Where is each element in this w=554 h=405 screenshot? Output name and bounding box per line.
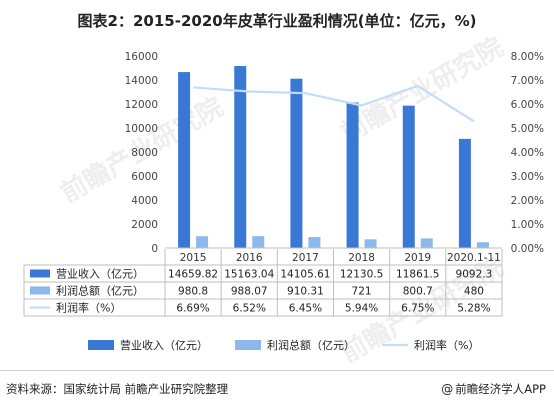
y-right-tick-label: 8.00%	[511, 51, 544, 63]
y-left-tick-label: 8000	[131, 147, 158, 159]
y-left-tick-label: 10000	[125, 123, 158, 135]
brand-name: 前瞻经济学人APP	[455, 382, 546, 396]
revenue-bar	[346, 102, 359, 249]
brand-credit: @ 前瞻经济学人APP	[441, 381, 546, 397]
revenue-bar	[234, 66, 247, 248]
y-right-tick-label: 7.00%	[511, 75, 544, 87]
table-legend-swatch	[30, 286, 50, 295]
profit-bar	[364, 239, 377, 248]
table-series-name: 利润率（%）	[56, 301, 121, 315]
y-right-tick-label: 2.00%	[511, 195, 544, 207]
table-cell-value: 988.07	[231, 286, 268, 298]
x-tick-label: 2018	[348, 252, 375, 264]
footer: 资料来源：国家统计局 前瞻产业研究院整理 @ 前瞻经济学人APP	[0, 370, 554, 405]
table-cell-value: 6.52%	[233, 303, 266, 315]
profit-rate-line	[193, 84, 475, 123]
table-cell-value: 980.8	[178, 286, 208, 298]
revenue-bar	[458, 138, 471, 248]
table-cell-value: 721	[352, 286, 372, 298]
table-cell-value: 9092.3	[456, 269, 493, 281]
table-series-name: 营业收入（亿元）	[56, 267, 144, 281]
y-right-tick-label: 1.00%	[511, 219, 544, 231]
x-tick-label: 2020.1-11	[447, 252, 501, 264]
legend-label: 利润总额（亿元）	[267, 338, 355, 352]
table-cell-value: 6.75%	[401, 303, 434, 315]
profit-bar	[252, 236, 265, 248]
y-left-tick-label: 16000	[125, 51, 158, 63]
revenue-bar	[402, 105, 415, 248]
table-cell-value: 6.69%	[176, 303, 209, 315]
revenue-bar	[178, 72, 191, 249]
table-cell-value: 6.45%	[289, 303, 322, 315]
revenue-bar	[290, 78, 303, 248]
table-cell-value: 800.7	[403, 286, 433, 298]
table-series-name: 利润总额（亿元）	[56, 284, 144, 298]
table-cell-value: 11861.5	[396, 269, 439, 281]
y-right-tick-label: 0.00%	[511, 243, 544, 255]
legend-label: 利润率（%）	[414, 338, 479, 352]
y-left-tick-label: 2000	[131, 219, 158, 231]
x-tick-label: 2016	[236, 252, 263, 264]
table-cell-value: 14659.82	[168, 269, 218, 281]
table-cell-value: 5.94%	[345, 303, 378, 315]
table-cell-value: 12130.5	[340, 269, 383, 281]
x-tick-label: 2015	[180, 252, 207, 264]
profit-bar	[476, 242, 489, 248]
y-right-tick-label: 4.00%	[511, 147, 544, 159]
table-legend-swatch	[30, 269, 50, 278]
chart-title: 图表2：2015-2020年皮革行业盈利情况(单位：亿元，%)	[77, 12, 477, 30]
y-left-tick-label: 6000	[131, 171, 158, 183]
y-right-tick-label: 3.00%	[511, 171, 544, 183]
y-left-tick-label: 14000	[125, 75, 158, 87]
y-left-tick-label: 4000	[131, 195, 158, 207]
table-cell-value: 910.31	[287, 286, 324, 298]
y-right-tick-label: 6.00%	[511, 99, 544, 111]
table-cell-value: 15163.04	[224, 269, 274, 281]
at-sign-icon: @	[441, 382, 454, 396]
table-cell-value: 14105.61	[280, 269, 330, 281]
x-tick-label: 2019	[404, 252, 431, 264]
profit-bar	[420, 238, 433, 248]
y-right-tick-label: 5.00%	[511, 123, 544, 135]
profit-bar	[196, 236, 209, 248]
y-left-tick-label: 0	[151, 243, 158, 255]
x-tick-label: 2017	[292, 252, 319, 264]
profit-bar	[308, 237, 321, 248]
chart: 0 2000 4000 6000 8000 10000 12000 14000 16000 0.0…	[23, 51, 544, 352]
legend-swatch	[235, 340, 261, 350]
legend-swatch	[88, 340, 114, 350]
legend-label: 营业收入（亿元）	[120, 338, 208, 352]
y-left-tick-label: 12000	[125, 99, 158, 111]
source-note: 资料来源：国家统计局 前瞻产业研究院整理	[6, 382, 229, 396]
table-cell-value: 480	[464, 286, 484, 298]
table-cell-value: 5.28%	[457, 303, 490, 315]
